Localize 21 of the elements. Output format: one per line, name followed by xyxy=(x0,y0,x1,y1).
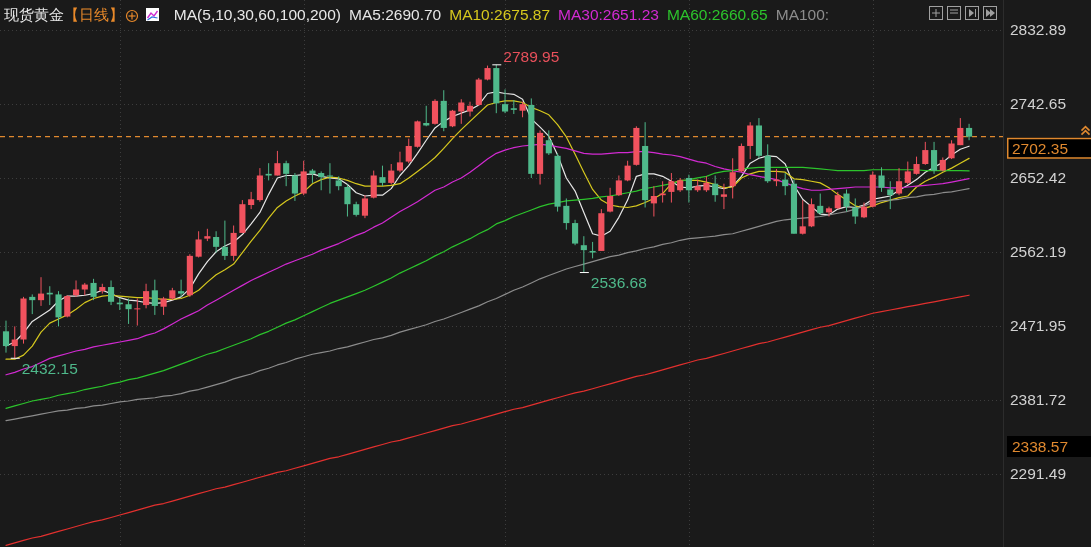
y-tick-label: 2291.49 xyxy=(1010,465,1067,483)
y-tick-label: 2832.89 xyxy=(1010,21,1067,39)
legend-entry: MA5:2690.70 xyxy=(349,6,442,24)
y-tick-label: 2471.95 xyxy=(1010,317,1067,335)
legend-entry: MA100: xyxy=(775,6,830,24)
y-tick-label: 2652.42 xyxy=(1010,169,1067,187)
annotation: 2789.95 xyxy=(503,48,560,66)
y-tick-label: 2381.72 xyxy=(1010,391,1067,409)
ref-line-label: 2702.35 xyxy=(1012,139,1069,157)
axis-value-label: 2338.57 xyxy=(1007,436,1091,457)
axis-value-label: 2702.35 xyxy=(1007,137,1091,159)
y-tick-label: 2742.65 xyxy=(1010,95,1067,113)
legend-entry: MA30:2651.23 xyxy=(558,6,659,24)
annotation: 2432.15 xyxy=(21,360,78,378)
legend-entry: MA60:2660.65 xyxy=(666,6,768,24)
y-tick-label: 2562.19 xyxy=(1010,243,1067,261)
legend-title: MA(5,10,30,60,100,200) xyxy=(173,6,341,24)
chart-title: 现货黄金 xyxy=(4,6,64,24)
annotation: 2536.68 xyxy=(590,274,647,292)
legend-entry: MA10:2675.87 xyxy=(449,6,551,24)
chart-subtitle: 【日线】 xyxy=(64,6,124,24)
